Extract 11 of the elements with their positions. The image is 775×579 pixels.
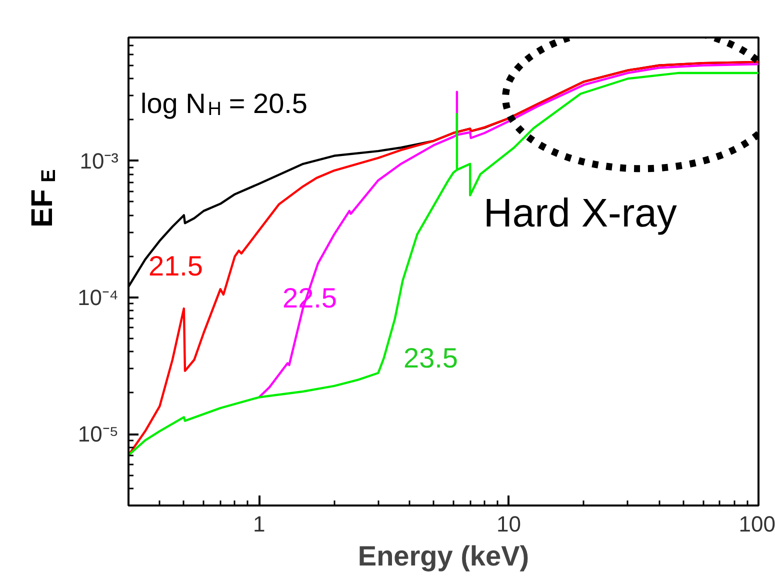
series-label: 23.5 [404, 342, 458, 374]
annotation: Hard X-ray [484, 192, 677, 236]
y-tick-label: 10⁻⁴ [78, 284, 119, 310]
series-label: 21.5 [148, 250, 203, 282]
x-axis-title: Energy (keV) [358, 540, 530, 572]
x-tick-label: 100 [738, 512, 775, 536]
y-tick-label: 10⁻⁵ [78, 422, 119, 447]
y-axis-title: EFE [26, 169, 60, 228]
x-tick-label: 1 [252, 512, 266, 536]
x-tick-label: 10 [496, 512, 522, 536]
y-tick-label: 10⁻³ [80, 148, 118, 174]
